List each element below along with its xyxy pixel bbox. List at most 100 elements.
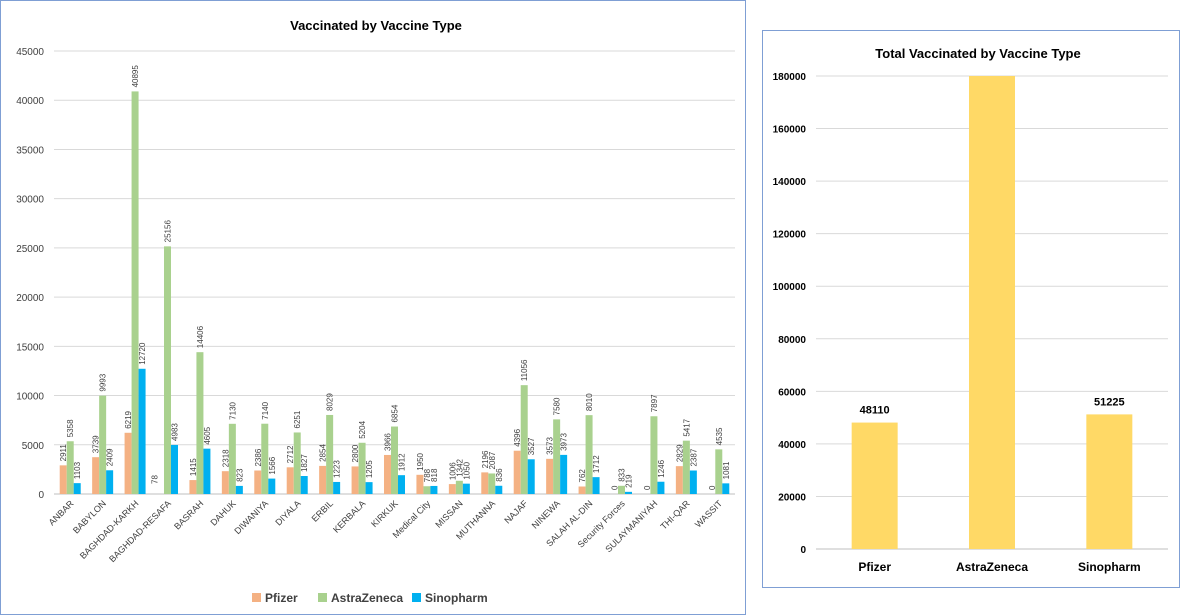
y-tick-label: 120000 xyxy=(773,230,807,241)
chart-title: Total Vaccinated by Vaccine Type xyxy=(875,46,1080,61)
bar-sinopharm xyxy=(333,481,341,494)
data-label: 51225 xyxy=(1094,396,1125,408)
legend-swatch xyxy=(318,593,327,602)
bar-pfizer xyxy=(384,454,391,494)
bar-astrazeneca xyxy=(423,486,431,494)
bar-sinopharm xyxy=(430,485,438,494)
data-label: 7130 xyxy=(228,401,237,419)
data-label: 2387 xyxy=(689,448,698,466)
data-label: 2829 xyxy=(675,444,684,462)
bar-pfizer xyxy=(675,466,683,494)
data-label: 0 xyxy=(708,485,717,490)
y-tick-label: 180000 xyxy=(773,72,807,83)
data-label: 762 xyxy=(578,469,587,483)
bar-astrazeneca xyxy=(618,485,625,494)
data-label: 11056 xyxy=(520,359,529,381)
bar-sinopharm xyxy=(592,477,600,494)
y-tick-label: 45000 xyxy=(16,47,44,58)
bar-astrazeneca xyxy=(66,441,74,494)
data-label: 7580 xyxy=(553,397,562,415)
y-tick-label: 25000 xyxy=(16,244,44,255)
data-label: 4396 xyxy=(513,428,522,446)
data-label: 4535 xyxy=(715,427,724,445)
bar-sinopharm xyxy=(495,485,503,494)
y-tick-label: 20000 xyxy=(16,293,44,304)
bar-astrazeneca xyxy=(196,352,204,494)
data-label: 2087 xyxy=(488,451,497,469)
data-label: 5204 xyxy=(358,420,367,438)
bar-pfizer xyxy=(59,465,67,494)
data-label: 1342 xyxy=(455,458,464,476)
bar-pfizer xyxy=(351,466,359,494)
bar-sinopharm xyxy=(73,483,81,494)
data-label: 1223 xyxy=(333,460,342,478)
data-label: 4983 xyxy=(171,423,180,441)
x-tick-label: Pfizer xyxy=(858,560,891,574)
y-tick-label: 5000 xyxy=(22,441,45,452)
bar-astrazeneca xyxy=(969,76,1015,549)
data-label: 3739 xyxy=(92,435,101,453)
bar-astrazeneca xyxy=(585,415,593,494)
bar-astrazeneca xyxy=(261,423,269,494)
data-label: 5358 xyxy=(66,419,75,437)
data-label: 818 xyxy=(430,468,439,482)
bar-pfizer xyxy=(189,480,197,494)
data-label: 1912 xyxy=(398,453,407,471)
bar-pfizer xyxy=(124,432,132,494)
data-label: 1712 xyxy=(592,455,601,473)
data-label: 2854 xyxy=(319,444,328,462)
bar-sinopharm xyxy=(722,483,730,494)
chart-border xyxy=(0,0,746,615)
data-label: 12720 xyxy=(138,342,147,365)
data-label: 833 xyxy=(618,468,627,482)
bar-sinopharm xyxy=(689,470,697,494)
y-tick-label: 40000 xyxy=(778,440,806,451)
bar-sinopharm xyxy=(268,478,276,494)
data-label: 2712 xyxy=(286,445,295,463)
y-tick-label: 100000 xyxy=(773,282,807,293)
data-label: 14406 xyxy=(196,325,205,348)
bar-pfizer xyxy=(416,474,424,494)
bar-astrazeneca xyxy=(358,442,366,494)
bar-pfizer xyxy=(286,467,294,494)
bar-sinopharm xyxy=(625,491,632,494)
data-label: 1103 xyxy=(73,461,82,479)
data-label: 9993 xyxy=(99,373,108,391)
y-tick-label: 0 xyxy=(38,490,44,501)
bar-astrazeneca xyxy=(682,440,690,494)
data-label: 2318 xyxy=(221,449,230,467)
x-tick-label: AstraZeneca xyxy=(956,560,1028,574)
bar-astrazeneca xyxy=(228,423,236,494)
y-tick-label: 0 xyxy=(800,545,806,556)
bar-pfizer xyxy=(481,472,489,494)
data-label: 3527 xyxy=(527,437,536,455)
bar-sinopharm xyxy=(235,485,243,494)
bar-astrazeneca xyxy=(326,414,334,494)
data-label: 2196 xyxy=(481,450,490,468)
data-label: 2386 xyxy=(254,448,263,466)
data-label: 1006 xyxy=(448,462,457,480)
legend-label: Sinopharm xyxy=(425,591,488,605)
bar-astrazeneca xyxy=(553,419,561,494)
data-label: 219 xyxy=(625,474,634,488)
data-label: 8010 xyxy=(585,393,594,411)
y-tick-label: 15000 xyxy=(16,342,44,353)
bar-pfizer xyxy=(578,486,586,494)
data-label: 3573 xyxy=(546,436,555,454)
data-label: 40895 xyxy=(131,65,140,88)
chart-title: Vaccinated by Vaccine Type xyxy=(290,18,462,33)
bar-astrazeneca xyxy=(391,426,398,494)
data-label: 6251 xyxy=(293,410,302,428)
bar-astrazeneca xyxy=(99,395,107,494)
data-label: 5417 xyxy=(682,418,691,436)
y-tick-label: 10000 xyxy=(16,392,44,403)
bar-astrazeneca xyxy=(131,91,139,495)
bar-astrazeneca xyxy=(520,385,528,494)
bar-sinopharm xyxy=(171,444,178,494)
y-tick-label: 35000 xyxy=(16,145,44,156)
bar-pfizer xyxy=(546,458,554,494)
bar-sinopharm xyxy=(560,454,568,494)
data-label: 2409 xyxy=(106,448,115,466)
bar-astrazeneca xyxy=(650,416,658,494)
y-tick-label: 30000 xyxy=(16,195,44,206)
